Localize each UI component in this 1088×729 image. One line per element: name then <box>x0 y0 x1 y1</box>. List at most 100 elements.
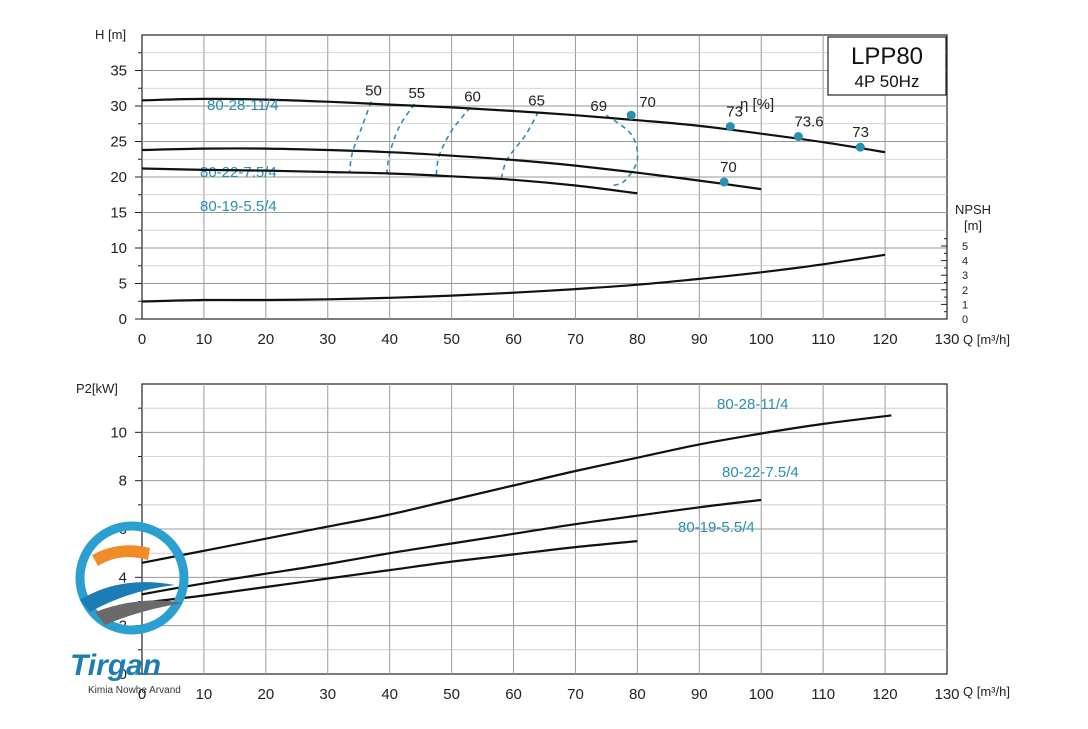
logo-ring-icon <box>75 521 189 635</box>
power-series: 80-28-11/4 80-22-7.5/4 80-19-5.5/4 <box>141 396 892 604</box>
head-xlabel: Q [m³/h] <box>963 332 1010 347</box>
power-curve-label: 80-28-11/4 <box>717 396 788 413</box>
efficiency-point-label: 73.6 <box>794 114 823 131</box>
head-xtick-label: 30 <box>319 331 336 348</box>
head-ytick-label: 25 <box>110 134 127 151</box>
logo-tagline: Kimia Nowhe Arvand <box>88 685 181 696</box>
head-xtick-label: 100 <box>749 331 774 348</box>
power-curve-3 <box>141 540 638 604</box>
efficiency-contours: 50 55 60 65 69 <box>348 83 639 187</box>
power-ytick-label: 10 <box>110 424 127 441</box>
efficiency-point <box>855 142 865 152</box>
npsh-curve <box>141 253 886 303</box>
head-xtick-label: 60 <box>505 331 522 348</box>
power-xtick-label: 80 <box>629 686 646 703</box>
logo-gear-icon <box>95 600 183 625</box>
power-ylabel: P2[kW] <box>76 381 118 396</box>
head-xtick-label: 50 <box>443 331 460 348</box>
head-xtick-label: 120 <box>873 331 898 348</box>
efficiency-point-label: 73 <box>852 124 869 141</box>
efficiency-point <box>626 110 636 120</box>
power-ytick-label: 8 <box>119 473 127 490</box>
efficiency-contour-label: 60 <box>464 88 481 105</box>
power-ytick-label: 0 <box>119 666 127 683</box>
power-xtick-label: 120 <box>873 686 898 703</box>
power-xtick-label: 40 <box>381 686 398 703</box>
npsh-tick-label: 5 <box>962 241 968 253</box>
head-ytick-label: 0 <box>119 311 127 328</box>
power-xtick-label: 10 <box>196 686 213 703</box>
efficiency-point-label: 70 <box>720 159 737 176</box>
npsh-tick-label: 4 <box>962 256 968 268</box>
npsh-unit: [m] <box>964 218 982 233</box>
efficiency-contour-label: 69 <box>590 98 607 115</box>
efficiency-contour-label: 55 <box>408 85 425 102</box>
power-grid <box>142 384 947 674</box>
efficiency-contour-label: 50 <box>365 83 382 100</box>
efficiency-contour-69 <box>605 114 639 187</box>
efficiency-label: η [%] <box>740 96 774 113</box>
head-xtick-label: 10 <box>196 331 213 348</box>
head-ytick-label: 10 <box>110 240 127 257</box>
head-xtick-label: 90 <box>691 331 708 348</box>
efficiency-point <box>725 122 735 132</box>
tirgan-logo: Tirgan Kimia Nowhe Arvand <box>70 521 189 696</box>
efficiency-contour-65 <box>500 111 540 180</box>
head-ylabel: H [m] <box>95 27 126 42</box>
npsh-tick-label: 0 <box>962 314 968 326</box>
efficiency-point-label: 73 <box>726 104 743 121</box>
head-curve-1 <box>141 97 886 154</box>
efficiency-point-label: 70 <box>639 94 656 111</box>
logo-flame-icon <box>92 545 150 566</box>
power-xtick-label: 100 <box>749 686 774 703</box>
efficiency-point <box>719 177 729 187</box>
head-ytick-label: 35 <box>110 63 127 80</box>
logo-wave-icon <box>80 582 175 612</box>
power-xtick-label: 130 <box>934 686 959 703</box>
head-xtick-label: 110 <box>811 331 835 348</box>
head-ytick-label: 15 <box>110 205 127 222</box>
head-xtick-label: 70 <box>567 331 584 348</box>
head-ytick-label: 5 <box>119 276 127 293</box>
head-xtick-label: 0 <box>138 331 146 348</box>
head-xtick-label: 80 <box>629 331 646 348</box>
head-curve-label: 80-28-11/4 <box>207 97 278 114</box>
npsh-axis: 0 1 2 3 4 5 NPSH[m] <box>941 202 991 326</box>
head-xtick-label: 130 <box>934 331 959 348</box>
efficiency-points: 70 73 73.6 73 70 <box>626 94 869 187</box>
power-xtick-label: 0 <box>138 686 146 703</box>
head-ticks: 0 10 20 30 40 50 60 70 80 90 100 110 120 130 0 5 10 15 20 2… <box>110 52 960 348</box>
power-curve-1 <box>141 414 892 564</box>
head-grid <box>142 35 947 319</box>
power-xtick-label: 70 <box>567 686 584 703</box>
npsh-label: NPSH <box>955 202 991 217</box>
head-curve-3 <box>141 167 638 195</box>
head-curve-2 <box>141 147 762 191</box>
power-ytick-label: 4 <box>119 569 127 586</box>
power-xtick-label: 60 <box>505 686 522 703</box>
efficiency-contour-label: 65 <box>528 93 545 110</box>
head-panel: 0 10 20 30 40 50 60 70 80 90 100 110 120 130051015202… <box>95 27 1010 348</box>
model-title: LPP80 <box>851 43 923 70</box>
power-xtick-label: 110 <box>811 686 835 703</box>
efficiency-contour-60 <box>435 106 471 177</box>
power-xtick-label: 50 <box>443 686 460 703</box>
npsh-tick-label: 3 <box>962 270 968 282</box>
title-box: LPP80 4P 50Hz <box>827 36 947 96</box>
head-ytick-label: 30 <box>110 98 127 115</box>
efficiency-point <box>793 132 803 142</box>
head-xtick-label: 20 <box>258 331 275 348</box>
npsh-tick-label: 1 <box>962 299 968 311</box>
efficiency-contour-55 <box>385 103 416 176</box>
head-curve-label: 80-19-5.5/4 <box>200 198 277 215</box>
power-curve-label: 80-19-5.5/4 <box>678 519 755 536</box>
head-ytick-label: 20 <box>110 169 127 186</box>
head-xtick-label: 40 <box>381 331 398 348</box>
logo-wordmark: Tirgan <box>70 649 161 682</box>
model-spec: 4P 50Hz <box>855 72 920 91</box>
head-series: 80-28-11/4 80-22-7.5/4 80-19-5.5/4 <box>141 97 886 303</box>
power-curve-2 <box>141 498 762 596</box>
power-xtick-label: 90 <box>691 686 708 703</box>
